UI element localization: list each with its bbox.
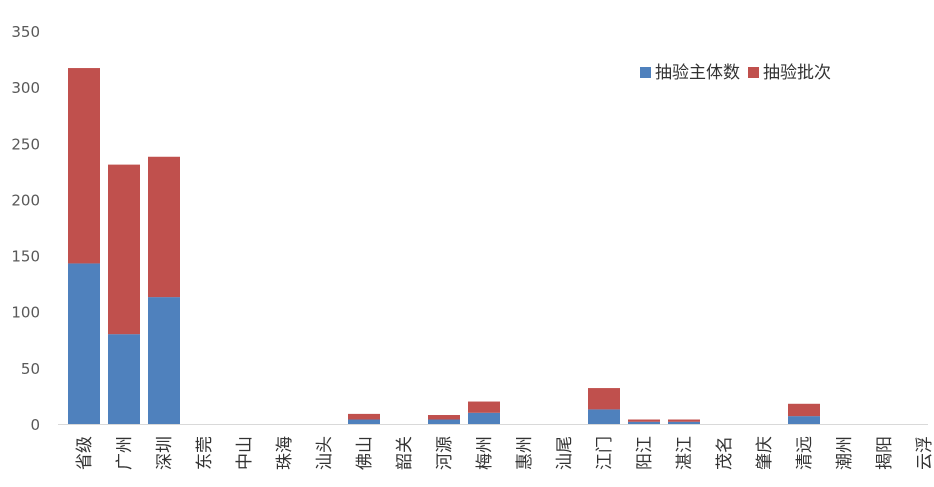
bar-subjects-深圳 xyxy=(148,297,180,424)
bar-batches-江门 xyxy=(588,388,620,410)
y-axis: 0 50 100 150 200 250 300 350 xyxy=(11,23,40,434)
x-tick-label: 湛江 xyxy=(675,436,695,470)
legend: 抽验主体数 抽验批次 xyxy=(640,63,831,83)
x-tick-label: 省级 xyxy=(75,436,95,470)
bar-subjects-广州 xyxy=(108,334,140,424)
bar-batches-湛江 xyxy=(668,419,700,422)
x-tick-label: 肇庆 xyxy=(755,436,775,470)
x-tick-label: 珠海 xyxy=(275,436,295,470)
bars xyxy=(68,68,820,424)
bar-batches-清远 xyxy=(788,403,820,417)
x-tick-label: 茂名 xyxy=(715,436,735,470)
bar-subjects-江门 xyxy=(588,409,620,424)
x-tick-label: 清远 xyxy=(795,436,815,470)
bar-batches-深圳 xyxy=(148,156,180,298)
legend-swatch xyxy=(640,67,651,78)
legend-label: 抽验批次 xyxy=(763,63,831,83)
x-tick-label: 江门 xyxy=(595,436,615,470)
bar-batches-广州 xyxy=(108,164,140,335)
x-tick-label: 东莞 xyxy=(195,436,215,470)
x-axis: 省级 广州 深圳 东莞 中山 珠海 汕头 佛山 韶关 河源 梅州 惠州 汕尾 江门 阳江 湛江 茂名 肇庆 清远 潮州… xyxy=(58,424,934,470)
x-tick-label: 潮州 xyxy=(835,436,855,470)
bar-batches-佛山 xyxy=(348,413,380,420)
x-tick-label: 云浮 xyxy=(915,436,934,470)
x-tick-label: 惠州 xyxy=(515,436,535,470)
x-tick-label: 广州 xyxy=(115,436,135,470)
x-tick-label: 揭阳 xyxy=(875,436,895,470)
x-tick-label: 阳江 xyxy=(635,436,655,470)
bar-subjects-梅州 xyxy=(468,412,500,424)
bar-subjects-河源 xyxy=(428,419,460,424)
x-tick-label: 梅州 xyxy=(475,436,495,470)
bar-subjects-湛江 xyxy=(668,421,700,424)
bar-batches-省级 xyxy=(68,68,100,264)
x-tick-label: 韶关 xyxy=(395,436,415,470)
bar-subjects-阳江 xyxy=(628,421,660,424)
bar-batches-梅州 xyxy=(468,401,500,413)
x-tick-label: 汕尾 xyxy=(555,436,575,470)
x-tick-label: 中山 xyxy=(235,436,255,470)
bar-subjects-清远 xyxy=(788,416,820,424)
legend-label: 抽验主体数 xyxy=(655,63,740,83)
y-tick-label: 300 xyxy=(11,79,40,97)
y-tick-label: 50 xyxy=(21,360,40,378)
y-tick-label: 100 xyxy=(11,304,40,322)
bar-batches-河源 xyxy=(428,415,460,420)
bar-batches-阳江 xyxy=(628,419,660,422)
bar-subjects-省级 xyxy=(68,263,100,424)
x-tick-label: 佛山 xyxy=(355,436,375,470)
bar-subjects-佛山 xyxy=(348,419,380,424)
y-tick-label: 200 xyxy=(11,191,40,209)
y-tick-label: 350 xyxy=(11,23,40,41)
y-tick-label: 150 xyxy=(11,248,40,266)
x-tick-label: 汕头 xyxy=(315,436,335,470)
x-tick-label: 深圳 xyxy=(155,436,175,470)
x-tick-label: 河源 xyxy=(435,436,455,470)
y-tick-label: 0 xyxy=(30,416,40,434)
y-tick-label: 250 xyxy=(11,135,40,153)
legend-swatch xyxy=(748,67,759,78)
